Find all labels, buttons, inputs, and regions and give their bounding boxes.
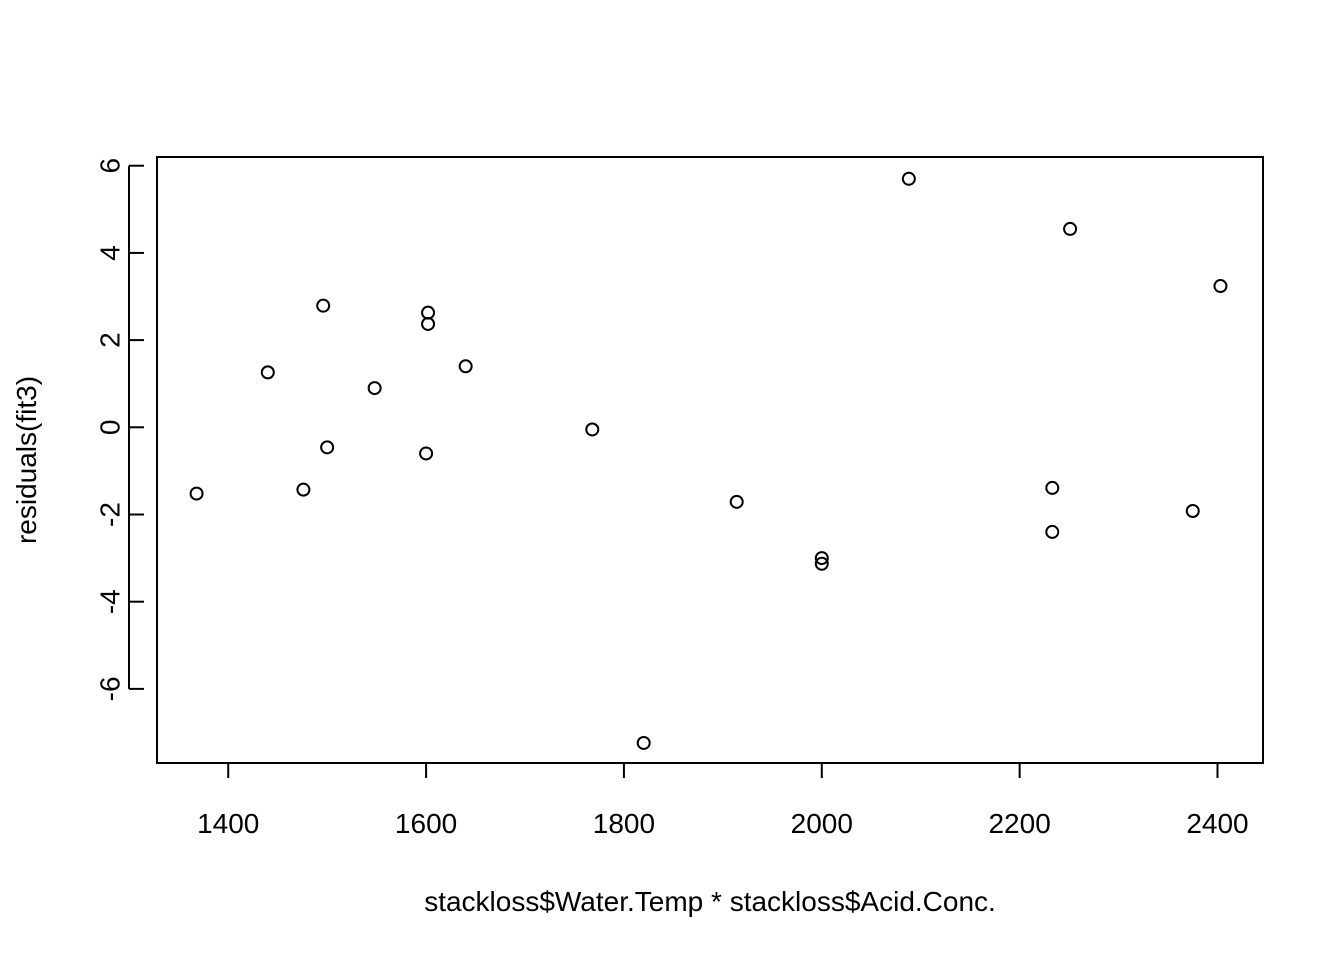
y-tick-label: -6	[95, 676, 126, 701]
data-point	[1063, 221, 1078, 236]
data-point	[316, 298, 331, 313]
x-axis: 1400 1600 1800 2000 2200 2400	[197, 762, 1249, 839]
data-point	[1045, 524, 1060, 539]
y-tick-label: 4	[95, 245, 126, 261]
data-point	[458, 359, 473, 374]
data-point	[189, 486, 204, 501]
x-tick-label: 2200	[988, 808, 1050, 839]
x-axis-title: stackloss$Water.Temp * stackloss$Acid.Co…	[424, 886, 996, 917]
data-point	[901, 171, 916, 186]
data-point	[1185, 504, 1200, 519]
data-point	[296, 482, 311, 497]
x-tick-label: 1800	[593, 808, 655, 839]
x-tick-label: 1400	[197, 808, 259, 839]
data-point	[1213, 279, 1228, 294]
data-point	[814, 551, 829, 566]
y-tick-label: -4	[95, 589, 126, 614]
data-point	[814, 556, 829, 571]
x-tick-label: 2000	[791, 808, 853, 839]
data-point	[367, 381, 382, 396]
data-point	[419, 446, 434, 461]
data-point	[320, 440, 335, 455]
data-points	[189, 171, 1228, 750]
y-tick-label: 6	[95, 158, 126, 174]
data-point	[636, 735, 651, 750]
x-tick-label: 2400	[1186, 808, 1248, 839]
y-tick-label: 0	[95, 420, 126, 436]
y-tick-label: 2	[95, 332, 126, 348]
data-point	[421, 305, 436, 320]
plot-frame	[156, 156, 1264, 764]
data-point	[260, 365, 275, 380]
x-tick-label: 1600	[395, 808, 457, 839]
data-point	[729, 494, 744, 509]
data-point	[585, 422, 600, 437]
y-axis-title: residuals(fit3)	[11, 376, 42, 544]
data-point	[421, 316, 436, 331]
data-point	[1045, 480, 1060, 495]
y-tick-label: -2	[95, 502, 126, 527]
y-axis: -6 -4 -2 0 2 4 6	[95, 158, 144, 701]
